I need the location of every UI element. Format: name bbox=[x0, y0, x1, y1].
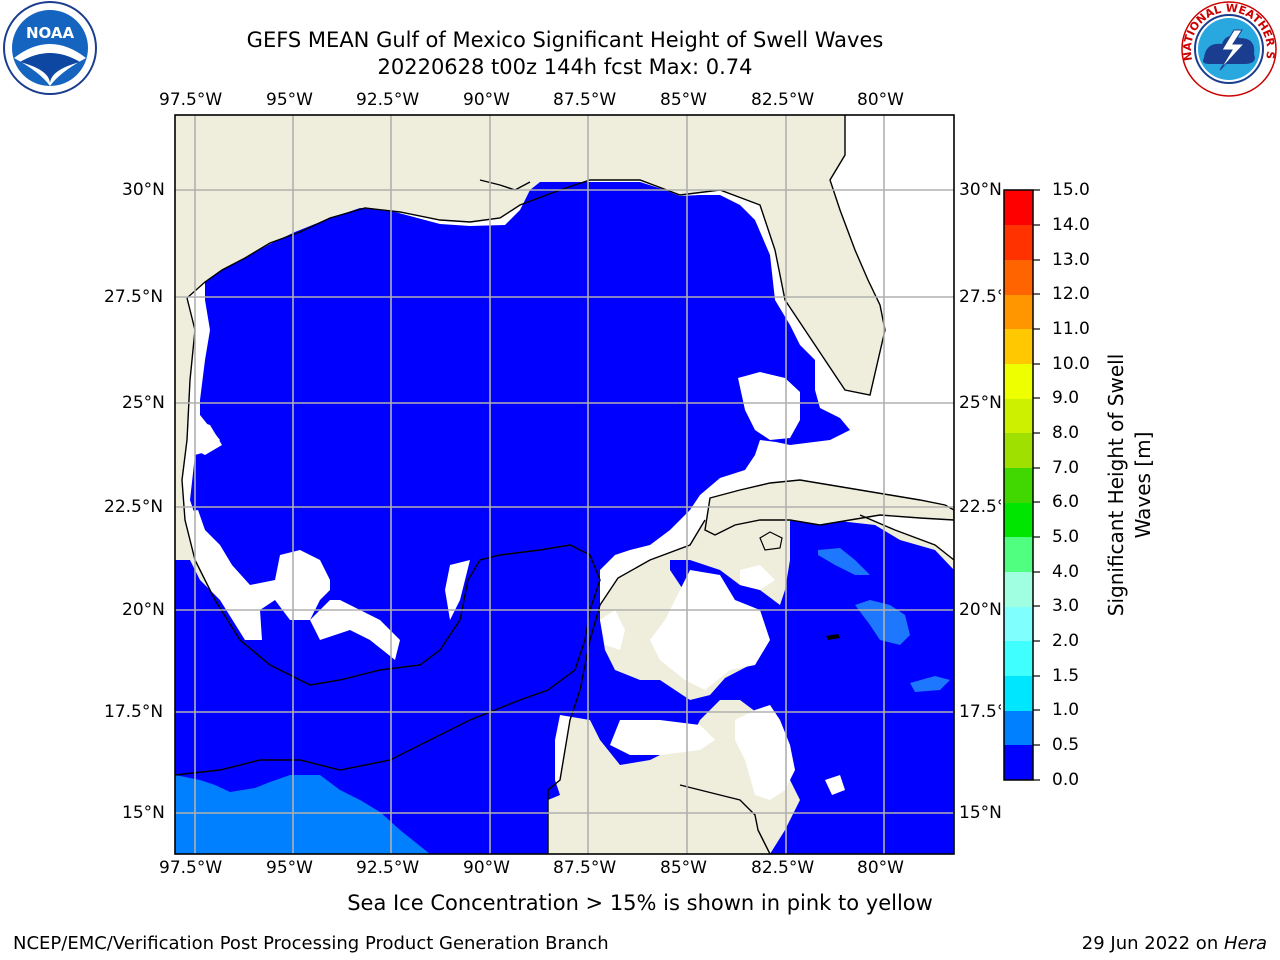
map-area bbox=[175, 115, 954, 854]
lat-label-left: 25°N bbox=[122, 393, 165, 413]
lat-label-right: 17.5°N bbox=[959, 702, 1001, 722]
lat-label-right: 25°N bbox=[959, 393, 1002, 413]
colorbar-tick-label: 5.0 bbox=[1052, 527, 1080, 547]
colorbar-tick-label: 1.5 bbox=[1052, 666, 1080, 686]
lon-label-bottom: 80°W bbox=[857, 858, 904, 878]
colorbar-tick-label: 15.0 bbox=[1052, 180, 1090, 200]
isle-of-youth-land bbox=[759, 531, 783, 551]
swell-gaps bbox=[185, 150, 954, 800]
swell-field-low bbox=[175, 182, 954, 854]
lat-label-right: 27.5°N bbox=[959, 287, 1001, 307]
lon-label-top: 87.5°W bbox=[553, 90, 617, 110]
colorbar-swatch-9 bbox=[1004, 433, 1033, 468]
colorbar-swatch-15 bbox=[1004, 225, 1033, 260]
colorbar-tick-label: 3.0 bbox=[1052, 596, 1080, 616]
noaa-logo-text: NOAA bbox=[26, 24, 75, 42]
colorbar-swatch-10 bbox=[1004, 398, 1033, 433]
colorbar-swatch-11 bbox=[1004, 364, 1033, 399]
map-title-line1: GEFS MEAN Gulf of Mexico Significant Hei… bbox=[246, 28, 884, 52]
colorbar-tick-label: 6.0 bbox=[1052, 492, 1080, 512]
lat-label-left: 22.5°N bbox=[104, 497, 164, 517]
colorbar-tick-label: 10.0 bbox=[1052, 354, 1090, 374]
swell-field-mid bbox=[818, 548, 950, 692]
colorbar-swatch-2 bbox=[1004, 676, 1033, 711]
lon-label-bottom: 92.5°W bbox=[356, 858, 420, 878]
lat-label-left: 30°N bbox=[122, 180, 165, 200]
colorbar-swatch-12 bbox=[1004, 329, 1033, 364]
colorbar-tick-label: 1.0 bbox=[1052, 700, 1080, 720]
pacific-swell bbox=[175, 775, 430, 854]
footer-date: 29 Jun 2022 on Hera bbox=[1081, 933, 1267, 954]
colorbar-swatch-14 bbox=[1004, 260, 1033, 295]
lat-label-right: 15°N bbox=[959, 803, 1002, 823]
colorbar-tick-label: 14.0 bbox=[1052, 215, 1090, 235]
lon-label-bottom: 95°W bbox=[266, 858, 313, 878]
colorbar-swatch-8 bbox=[1004, 468, 1033, 503]
colorbar-tick-label: 0.0 bbox=[1052, 770, 1080, 790]
lon-label-top: 97.5°W bbox=[159, 90, 223, 110]
colorbar-swatch-1 bbox=[1004, 710, 1033, 745]
colorbar-swatch-5 bbox=[1004, 572, 1033, 607]
map-title-line2: 20220628 t00z 144h fcst Max: 0.74 bbox=[377, 55, 753, 79]
coastline bbox=[175, 115, 954, 854]
colorbar-tick-label: 2.0 bbox=[1052, 631, 1080, 651]
lat-label-right: 30°N bbox=[959, 180, 1002, 200]
lon-label-bottom: 85°W bbox=[660, 858, 707, 878]
colorbar-tick-label: 7.0 bbox=[1052, 458, 1080, 478]
lon-label-top: 95°W bbox=[266, 90, 313, 110]
lon-label-bottom: 87.5°W bbox=[553, 858, 617, 878]
lat-label-left: 17.5°N bbox=[104, 702, 164, 722]
colorbar-tick-label: 0.5 bbox=[1052, 735, 1080, 755]
colorbar-swatch-7 bbox=[1004, 502, 1033, 537]
map-gridlines bbox=[175, 115, 954, 854]
map-frame bbox=[174, 114, 955, 855]
footer-machine: Hera bbox=[1223, 933, 1267, 954]
nws-logo-text: NATIONAL WEATHER SERVICE bbox=[0, 0, 1277, 62]
colorbar-swatch-3 bbox=[1004, 641, 1033, 676]
lon-label-top: 92.5°W bbox=[356, 90, 420, 110]
colorbar-tick-label: 4.0 bbox=[1052, 562, 1080, 582]
colorbar-tick-label: 12.0 bbox=[1052, 284, 1090, 304]
lat-label-left: 20°N bbox=[122, 600, 165, 620]
lon-label-bottom: 97.5°W bbox=[159, 858, 223, 878]
noaa-logo-icon: NOAA bbox=[3, 1, 97, 95]
colorbar-tick-label: 9.0 bbox=[1052, 388, 1080, 408]
lon-label-top: 82.5°W bbox=[751, 90, 815, 110]
colorbar-swatch-0 bbox=[1004, 745, 1033, 780]
lat-label-right: 20°N bbox=[959, 600, 1002, 620]
colorbar-tick-label: 8.0 bbox=[1052, 423, 1080, 443]
colorbar-swatch-13 bbox=[1004, 294, 1033, 329]
cayman-islands-land bbox=[826, 634, 840, 640]
lon-label-top: 85°W bbox=[660, 90, 707, 110]
lon-label-bottom: 82.5°W bbox=[751, 858, 815, 878]
colorbar-swatch-6 bbox=[1004, 537, 1033, 572]
lon-label-top: 80°W bbox=[857, 90, 904, 110]
colorbar-label-line1: Significant Height of Swell bbox=[1104, 354, 1128, 616]
colorbar-label-line2: Waves [m] bbox=[1131, 432, 1155, 539]
colorbar bbox=[1003, 189, 1040, 781]
lon-label-bottom: 90°W bbox=[463, 858, 510, 878]
lat-label-right: 22.5°N bbox=[959, 497, 1001, 517]
colorbar-swatch-4 bbox=[1004, 606, 1033, 641]
footer-credit: NCEP/EMC/Verification Post Processing Pr… bbox=[13, 933, 609, 954]
sea-ice-note: Sea Ice Concentration > 15% is shown in … bbox=[347, 891, 933, 915]
lon-label-top: 90°W bbox=[463, 90, 510, 110]
colorbar-tick-label: 13.0 bbox=[1052, 250, 1090, 270]
colorbar-swatch-16 bbox=[1004, 190, 1033, 225]
lat-label-left: 27.5°N bbox=[104, 287, 164, 307]
lat-label-left: 15°N bbox=[122, 803, 165, 823]
colorbar-tick-label: 11.0 bbox=[1052, 319, 1090, 339]
nws-logo-icon: NATIONAL WEATHER SERVICE bbox=[0, 0, 1277, 97]
